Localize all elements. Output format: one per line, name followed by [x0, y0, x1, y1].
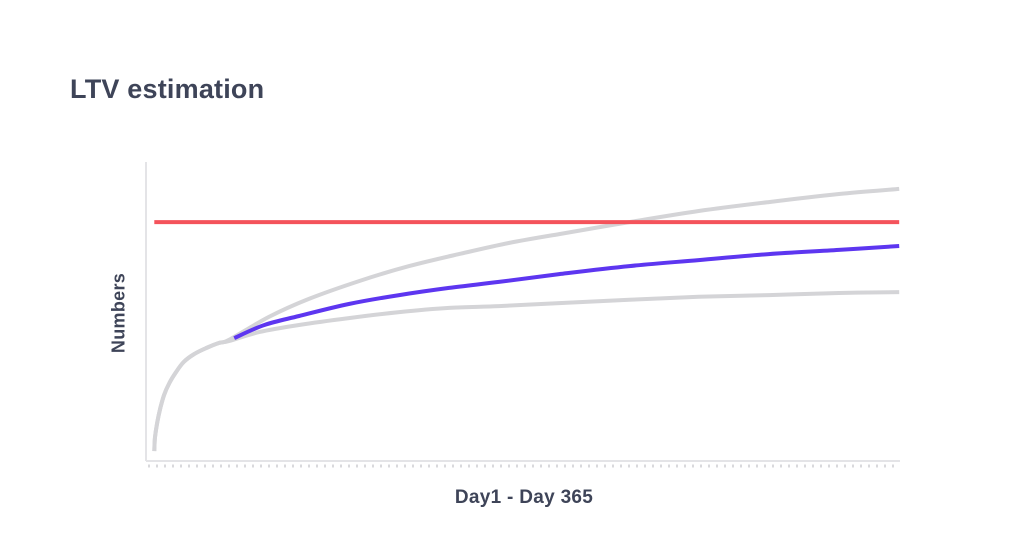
chart-plot-area [144, 159, 904, 471]
series-upper-bound [152, 186, 900, 452]
y-axis-label: Numbers [108, 272, 129, 354]
series-ltv-estimate [233, 244, 900, 340]
chart-title: LTV estimation [70, 74, 265, 104]
line-chart-canvas [145, 162, 900, 468]
x-axis-label: Day1 - Day 365 [454, 487, 594, 508]
series-lower-bound [152, 290, 900, 452]
